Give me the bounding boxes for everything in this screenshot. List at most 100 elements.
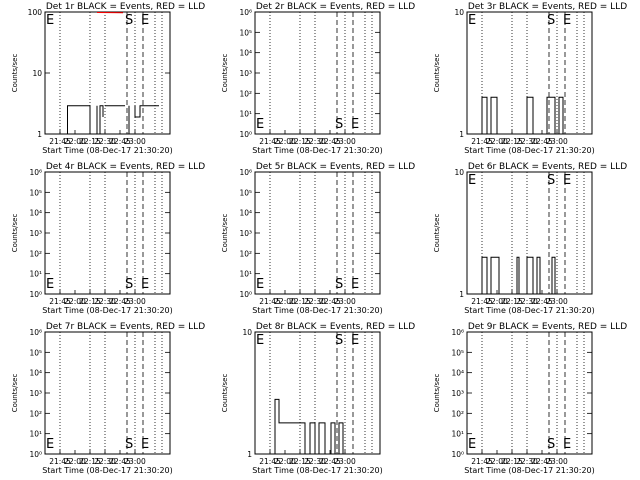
y-axis-label: Counts/sec	[11, 374, 19, 413]
x-axis-label: Start Time (08-Dec-17 21:30:20)	[464, 466, 595, 475]
y-tick-label: 10⁵	[29, 348, 42, 357]
x-tick-label: 22:30	[516, 137, 538, 146]
end-marker-label-left: E	[46, 437, 54, 452]
start-marker-label: S	[335, 277, 343, 292]
y-tick-label: 100	[28, 8, 43, 17]
y-tick-label: 10⁶	[451, 328, 464, 337]
y-tick-label: 10⁶	[239, 168, 252, 177]
end-marker-label-left: E	[468, 173, 476, 188]
series-line-0	[134, 105, 159, 118]
start-marker-label: S	[125, 13, 133, 28]
x-tick-label: 22:00	[274, 457, 296, 466]
panel-det-3r: Det 3r BLACK = Events, RED = LLD 1 10 21:45…	[433, 2, 627, 155]
y-tick-label: 10	[454, 8, 464, 17]
end-marker-label-left: E	[468, 437, 476, 452]
y-tick-label: 10²	[29, 249, 42, 258]
x-tick-label: 22:45	[319, 137, 341, 146]
panel-det-9r: Det 9r BLACK = Events, RED = LLD 10⁰ 10¹ 10…	[433, 322, 627, 475]
x-tick-label: 22:30	[516, 457, 538, 466]
x-tick-label: 22:30	[94, 297, 116, 306]
start-marker-label: S	[125, 437, 133, 452]
series-line-0	[516, 256, 520, 294]
series-line-0	[551, 256, 556, 294]
panel-title: Det 7r BLACK = Events, RED = LLD	[46, 322, 205, 332]
plot-frame	[254, 331, 381, 455]
y-tick-label: 10⁰	[29, 290, 42, 299]
start-marker-label: S	[547, 437, 555, 452]
panel-title: Det 1r BLACK = Events, RED = LLD	[46, 2, 205, 12]
y-tick-label: 1	[459, 130, 464, 139]
y-tick-label: 10⁴	[239, 49, 252, 58]
end-marker-label: E	[563, 437, 571, 452]
panel-title: Det 5r BLACK = Events, RED = LLD	[256, 162, 415, 172]
y-tick-label: 10⁴	[451, 369, 464, 378]
x-tick-label: 22:15	[289, 457, 311, 466]
y-tick-label: 1	[37, 130, 42, 139]
x-axis-label: Start Time (08-Dec-17 21:30:20)	[464, 146, 595, 155]
x-tick-label: 22:15	[289, 137, 311, 146]
panel-det-5r: Det 5r BLACK = Events, RED = LLD 10⁰ 10¹ 10…	[221, 162, 415, 315]
end-marker-label-left: E	[46, 13, 54, 28]
y-tick-label: 1	[459, 290, 464, 299]
x-tick-label: 23:00	[334, 297, 356, 306]
x-axis-label: Start Time (08-Dec-17 21:30:20)	[252, 146, 383, 155]
panel-title: Det 3r BLACK = Events, RED = LLD	[468, 2, 627, 12]
series-line-0	[67, 105, 91, 134]
y-tick-label: 10³	[239, 69, 252, 78]
x-tick-label: 22:15	[79, 297, 101, 306]
y-axis-label: Counts/sec	[11, 214, 19, 253]
y-axis-label: Counts/sec	[433, 214, 441, 253]
end-marker-label: E	[351, 333, 359, 348]
series-line-0	[481, 96, 498, 135]
x-tick-label: 22:30	[94, 457, 116, 466]
y-tick-label: 10	[242, 328, 252, 337]
y-axis-label: Counts/sec	[433, 374, 441, 413]
start-marker-label: S	[335, 333, 343, 348]
y-tick-label: 10⁴	[239, 209, 252, 218]
series-line-0	[526, 256, 541, 295]
series-line-0	[99, 105, 104, 134]
end-marker-label: E	[351, 277, 359, 292]
x-tick-label: 22:00	[274, 297, 296, 306]
y-tick-label: 10⁵	[451, 348, 464, 357]
y-tick-label: 10⁰	[239, 290, 252, 299]
panel-det-2r: Det 2r BLACK = Events, RED = LLD 10⁰ 10¹ 10…	[221, 2, 415, 155]
x-tick-label: 22:45	[531, 457, 553, 466]
x-tick-label: 22:45	[531, 137, 553, 146]
x-tick-label: 22:45	[531, 297, 553, 306]
panel-title: Det 6r BLACK = Events, RED = LLD	[468, 162, 627, 172]
panel-title: Det 2r BLACK = Events, RED = LLD	[256, 2, 415, 12]
y-tick-label: 10⁶	[29, 168, 42, 177]
plot-frame	[254, 171, 381, 295]
plot-frame	[466, 11, 593, 135]
x-tick-label: 21:45	[49, 297, 71, 306]
y-axis-label: Counts/sec	[221, 214, 229, 253]
panel-det-8r: Det 8r BLACK = Events, RED = LLD 1 10 21:45…	[221, 322, 415, 475]
x-axis-label: Start Time (08-Dec-17 21:30:20)	[464, 306, 595, 315]
y-tick-label: 10²	[451, 409, 464, 418]
series-line-0	[481, 256, 500, 295]
plot-frame	[466, 331, 593, 455]
x-axis-label: Start Time (08-Dec-17 21:30:20)	[42, 306, 173, 315]
y-tick-label: 10⁶	[29, 328, 42, 337]
x-tick-label: 22:00	[274, 137, 296, 146]
x-tick-label: 23:00	[124, 137, 146, 146]
x-tick-label: 22:45	[109, 137, 131, 146]
panel-title: Det 4r BLACK = Events, RED = LLD	[46, 162, 205, 172]
x-tick-label: 22:00	[486, 137, 508, 146]
end-marker-label-left: E	[468, 13, 476, 28]
x-tick-label: 23:00	[124, 457, 146, 466]
y-tick-label: 10³	[451, 389, 464, 398]
end-marker-label: E	[141, 13, 149, 28]
x-tick-label: 23:00	[334, 137, 356, 146]
start-marker-label: S	[125, 277, 133, 292]
plot-frame	[44, 171, 171, 295]
y-tick-label: 10²	[239, 249, 252, 258]
panel-det-4r: Det 4r BLACK = Events, RED = LLD 10⁰ 10¹ 10…	[11, 162, 205, 315]
series-line-0	[546, 96, 564, 135]
x-tick-label: 23:00	[124, 297, 146, 306]
x-tick-label: 23:00	[546, 297, 568, 306]
x-tick-label: 22:15	[79, 457, 101, 466]
